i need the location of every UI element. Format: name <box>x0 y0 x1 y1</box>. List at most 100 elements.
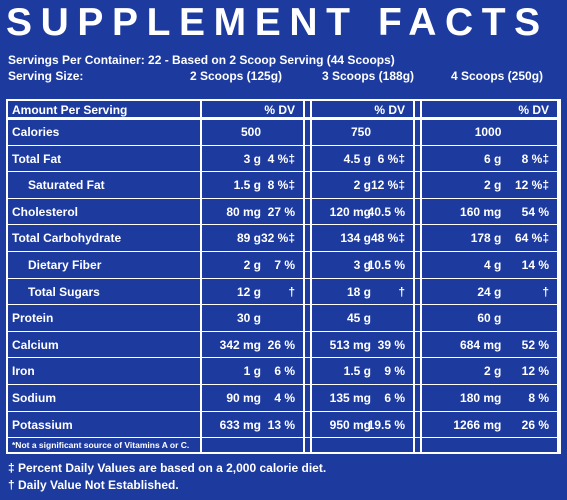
amount: 2 g <box>353 178 371 193</box>
daily-value: 6 %‡ <box>377 151 405 166</box>
column-header: % DV <box>374 103 405 117</box>
daily-value: 27 % <box>267 204 295 219</box>
amount: 1266 mg <box>453 417 502 432</box>
daily-value: 10.5 % <box>367 258 405 272</box>
amount: 750 <box>350 125 371 139</box>
amount: 135 mg <box>329 391 371 405</box>
amount: 89 g <box>236 231 261 246</box>
amount: 633 mg <box>219 417 261 432</box>
amount: 180 mg <box>460 391 502 405</box>
amount: 80 mg <box>226 204 261 219</box>
divider <box>8 410 559 412</box>
amount: 18 g <box>346 284 371 299</box>
daily-value: 19.5 % <box>367 417 405 432</box>
daily-value: 52 % <box>521 337 549 352</box>
nutrient-name: Total Carbohydrate <box>12 231 122 246</box>
nutrient-name: Iron <box>12 364 35 379</box>
divider <box>8 144 559 146</box>
column-group <box>420 101 559 452</box>
nutrient-name: Potassium <box>12 417 73 432</box>
daily-value: 40.5 % <box>367 204 405 219</box>
daily-value: 26 % <box>521 417 549 432</box>
divider <box>8 437 559 439</box>
daily-value: † <box>542 284 549 299</box>
divider <box>8 384 559 385</box>
nutrient-name: Saturated Fat <box>28 178 105 193</box>
amount: 160 mg <box>460 204 502 219</box>
daily-value: 12 %‡ <box>514 178 549 193</box>
daily-value: 64 %‡ <box>514 231 549 246</box>
amount: 178 g <box>470 231 502 246</box>
amount: 342 mg <box>219 337 261 352</box>
nutrient-name: Dietary Fiber <box>28 258 102 272</box>
daily-value: 26 % <box>267 337 295 352</box>
amount: 1.5 g <box>233 178 261 193</box>
column-header: Amount Per Serving <box>12 103 128 117</box>
amount: 2 g <box>484 178 502 193</box>
footnote: † Daily Value Not Established. <box>8 478 179 492</box>
daily-value: 14 % <box>521 258 549 272</box>
amount: 1.5 g <box>343 364 371 379</box>
nutrient-name: Calcium <box>12 337 59 352</box>
daily-value: 7 % <box>274 258 295 272</box>
serving-size: 2 Scoops (125g) <box>190 69 283 83</box>
nutrient-name: Protein <box>12 311 54 326</box>
amount: 6 g <box>484 151 502 166</box>
footnote: ‡ Percent Daily Values are based on a 2,… <box>8 461 327 475</box>
daily-value: † <box>288 284 295 299</box>
amount: 1000 <box>474 125 502 139</box>
daily-value: 6 % <box>384 391 405 405</box>
amount: 1 g <box>243 364 261 379</box>
daily-value: 12 % <box>521 364 549 379</box>
amount: 45 g <box>346 311 371 326</box>
divider <box>8 171 559 173</box>
daily-value: 8 %‡ <box>521 151 549 166</box>
amount: 12 g <box>236 284 261 299</box>
amount: 2 g <box>243 258 261 272</box>
column-header: % DV <box>264 103 295 117</box>
daily-value: 54 % <box>521 204 549 219</box>
divider <box>8 304 559 306</box>
nutrient-name: Total Fat <box>12 151 62 166</box>
column-group <box>200 101 305 452</box>
amount: 2 g <box>484 364 502 379</box>
daily-value: † <box>398 284 405 299</box>
amount: 4 g <box>484 258 502 272</box>
daily-value: 32 %‡ <box>260 231 295 246</box>
divider <box>8 224 559 226</box>
table-note: *Not a significant source of Vitamins A … <box>12 440 190 451</box>
daily-value: 39 % <box>377 337 405 352</box>
amount: 3 g <box>353 258 371 272</box>
divider <box>8 357 559 359</box>
nutrient-name: Sodium <box>12 391 56 405</box>
amount: 24 g <box>477 284 502 299</box>
nutrient-name: Calories <box>12 125 60 139</box>
divider <box>8 277 559 279</box>
daily-value: 12 %‡ <box>370 178 405 193</box>
divider <box>8 197 559 199</box>
amount: 513 mg <box>329 337 371 352</box>
serving-size: 3 Scoops (188g) <box>322 69 415 83</box>
daily-value: 13 % <box>267 417 295 432</box>
daily-value: 8 % <box>528 391 549 405</box>
divider <box>8 251 559 252</box>
amount: 3 g <box>243 151 261 166</box>
amount: 134 g <box>340 231 371 246</box>
daily-value: 8 %‡ <box>267 178 295 193</box>
amount: 500 <box>240 125 261 139</box>
divider <box>8 117 559 120</box>
nutrient-name: Cholesterol <box>12 204 79 219</box>
amount: 60 g <box>477 311 502 326</box>
daily-value: 6 % <box>274 364 295 379</box>
amount: 4.5 g <box>343 151 371 166</box>
servings-per-container: Servings Per Container: 22 - Based on 2 … <box>8 53 395 67</box>
daily-value: 4 % <box>274 391 295 405</box>
daily-value: 48 %‡ <box>370 231 405 246</box>
amount: 90 mg <box>226 391 261 405</box>
nutrient-name: Total Sugars <box>28 284 100 299</box>
amount: 950 mg <box>329 417 371 432</box>
facts-table: Amount Per Serving % DV % DV % DV Calories 50… <box>6 99 561 454</box>
divider <box>8 330 559 332</box>
column-header: % DV <box>518 103 549 117</box>
